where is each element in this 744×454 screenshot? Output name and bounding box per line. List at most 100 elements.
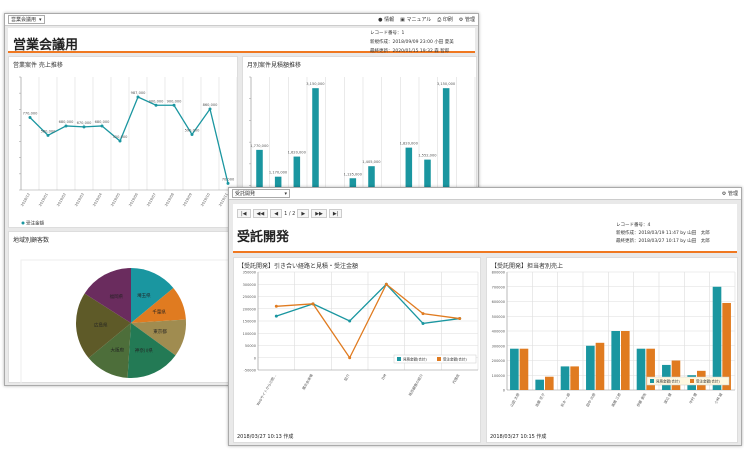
y-tick-label: 800000 [492,271,505,275]
record-meta: レコード番号：4 新規作成：2018/03/19 11:47 by 山田 太郎 … [616,222,710,246]
data-point [28,115,32,119]
lead-source-panel: 【受託開発】引き合い経路と見積・受注金額 350000 300000 250000 2… [233,257,481,443]
y-tick-label: 100000 [243,332,256,336]
data-point [208,107,212,111]
x-tick-label: 田中 次郎 [585,392,597,408]
data-label: 1,170,000 [269,171,288,175]
manual-link[interactable]: ▣ マニュアル [400,17,432,23]
data-point [311,302,315,306]
data-point [154,103,158,107]
dropdown-value: 受託開発 [235,191,256,197]
pie-slice [131,319,186,356]
pie-slice [75,293,131,359]
legend-label: 受注金額(合計) [443,357,467,362]
bar [611,331,620,390]
data-label: 670,000 [77,121,93,125]
series-line [276,283,460,325]
data-point [46,133,50,137]
bar [722,302,731,390]
legend-marker [690,379,694,383]
info-label: 情報 [384,17,395,23]
legend-label: 受注金額(合計) [696,379,720,384]
view-dropdown[interactable]: 営業会議用 ▾ [8,15,45,24]
bar [560,366,570,390]
pie-slice [88,323,131,378]
legend-marker [397,357,401,361]
bar [312,88,319,229]
page-title: 営業会議用 [13,38,79,53]
data-label: 580,000 [41,129,57,133]
data-point [421,321,425,325]
y-tick-label: 50000 [245,344,256,348]
x-tick-label: 高橋 三郎 [610,392,622,408]
x-tick-label: 2019/02 [56,193,67,208]
x-tick-label: 佐藤 花子 [534,392,546,408]
record-pager: |◀ ◀◀ ◀ 1 / 2 ▶ ▶▶ ▶| [237,209,343,218]
pie-slice [84,268,131,323]
x-tick-label: 2019/09 [182,193,193,208]
staff-sales-bar-chart: 800000 700000 600000 500000 400000 300000 2000… [492,271,736,408]
data-label: 860,000 [203,103,219,107]
pie-slice [131,287,186,323]
first-record-button[interactable]: |◀ [237,209,251,218]
data-point [100,124,104,128]
data-label: 900,000 [149,99,165,103]
y-tick-label: 300000 [492,344,505,348]
data-point [421,312,425,316]
prev-page-button[interactable]: ◀◀ [252,209,269,218]
record-meta: レコード番号：1 新規作成：2018/09/09 23:00 小田 夏美 最終更… [370,29,454,56]
data-label: 520,000 [113,135,129,139]
legend-marker [437,357,441,361]
data-label: 1,405,000 [362,160,381,164]
x-tick-label: 渡辺 健 [662,392,672,405]
pie-slice [131,268,174,323]
x-tick-label: 小林 誠 [713,392,723,405]
x-tick-label: 中村 優 [688,392,698,405]
chevron-down-icon: ▾ [284,190,287,197]
data-label: 1,770,000 [250,144,269,148]
x-tick-label: 展示会来場 [301,373,314,391]
legend-label: 見積金額(合計) [403,357,427,362]
y-tick-label: 200000 [243,307,256,311]
slice-label: 埼玉県 [137,292,151,299]
lead-source-line-chart: 350000 300000 250000 200000 150000 100000 5000… [243,271,479,406]
x-tick-label: 2019/03 [74,193,85,208]
back-toolbar: 営業会議用 ▾ ● 情報 ▣ マニュアル ⎙ 印刷 ⚙ 管理 [5,14,478,26]
data-point [274,314,278,318]
y-tick-label: 0 [503,389,505,393]
data-point [384,282,388,286]
bar [621,331,630,390]
admin-link[interactable]: ⚙ 管理 [722,190,738,197]
bar [510,348,519,390]
panel-title: 月別案件見積額推移 [247,62,302,69]
data-point [64,124,68,128]
data-label: 1,620,000 [288,151,307,155]
front-toolbar: 受託開発 ▾ ⚙ 管理 [229,188,741,200]
next-record-button[interactable]: ▶ [297,209,310,218]
series-line [29,96,229,184]
last-record-button[interactable]: ▶| [328,209,343,218]
info-link[interactable]: ● 情報 [378,17,395,23]
prev-record-button[interactable]: ◀ [270,209,283,218]
y-tick-label: 350000 [243,271,256,275]
x-tick-label: 代理店 [451,373,461,385]
admin-link[interactable]: ⚙ 管理 [458,17,475,23]
panel-title: 地域別顧客数 [13,237,50,244]
print-link[interactable]: ⎙ 印刷 [437,17,453,23]
legend [393,354,477,364]
data-label: 1,820,000 [400,142,419,146]
next-page-button[interactable]: ▶▶ [311,209,327,218]
x-tick-label: 鈴木 一郎 [559,392,571,408]
y-tick-label: 400000 [492,330,505,334]
y-tick-label: 600000 [492,300,505,304]
data-point [226,181,230,185]
data-point [458,317,462,321]
view-dropdown[interactable]: 受託開発 ▾ [232,189,290,198]
x-tick-label: 伊藤 美咲 [635,392,647,408]
page-indicator: 1 / 2 [284,210,296,217]
updated-info: 最終更新：2020/01/15 19:32 森 智郎 [370,49,450,54]
x-tick-label: 2019/04 [92,192,103,207]
x-tick-label: 2018/12 [20,193,31,208]
x-tick-label: 紹介 [343,373,351,382]
admin-label: 管理 [464,17,475,23]
